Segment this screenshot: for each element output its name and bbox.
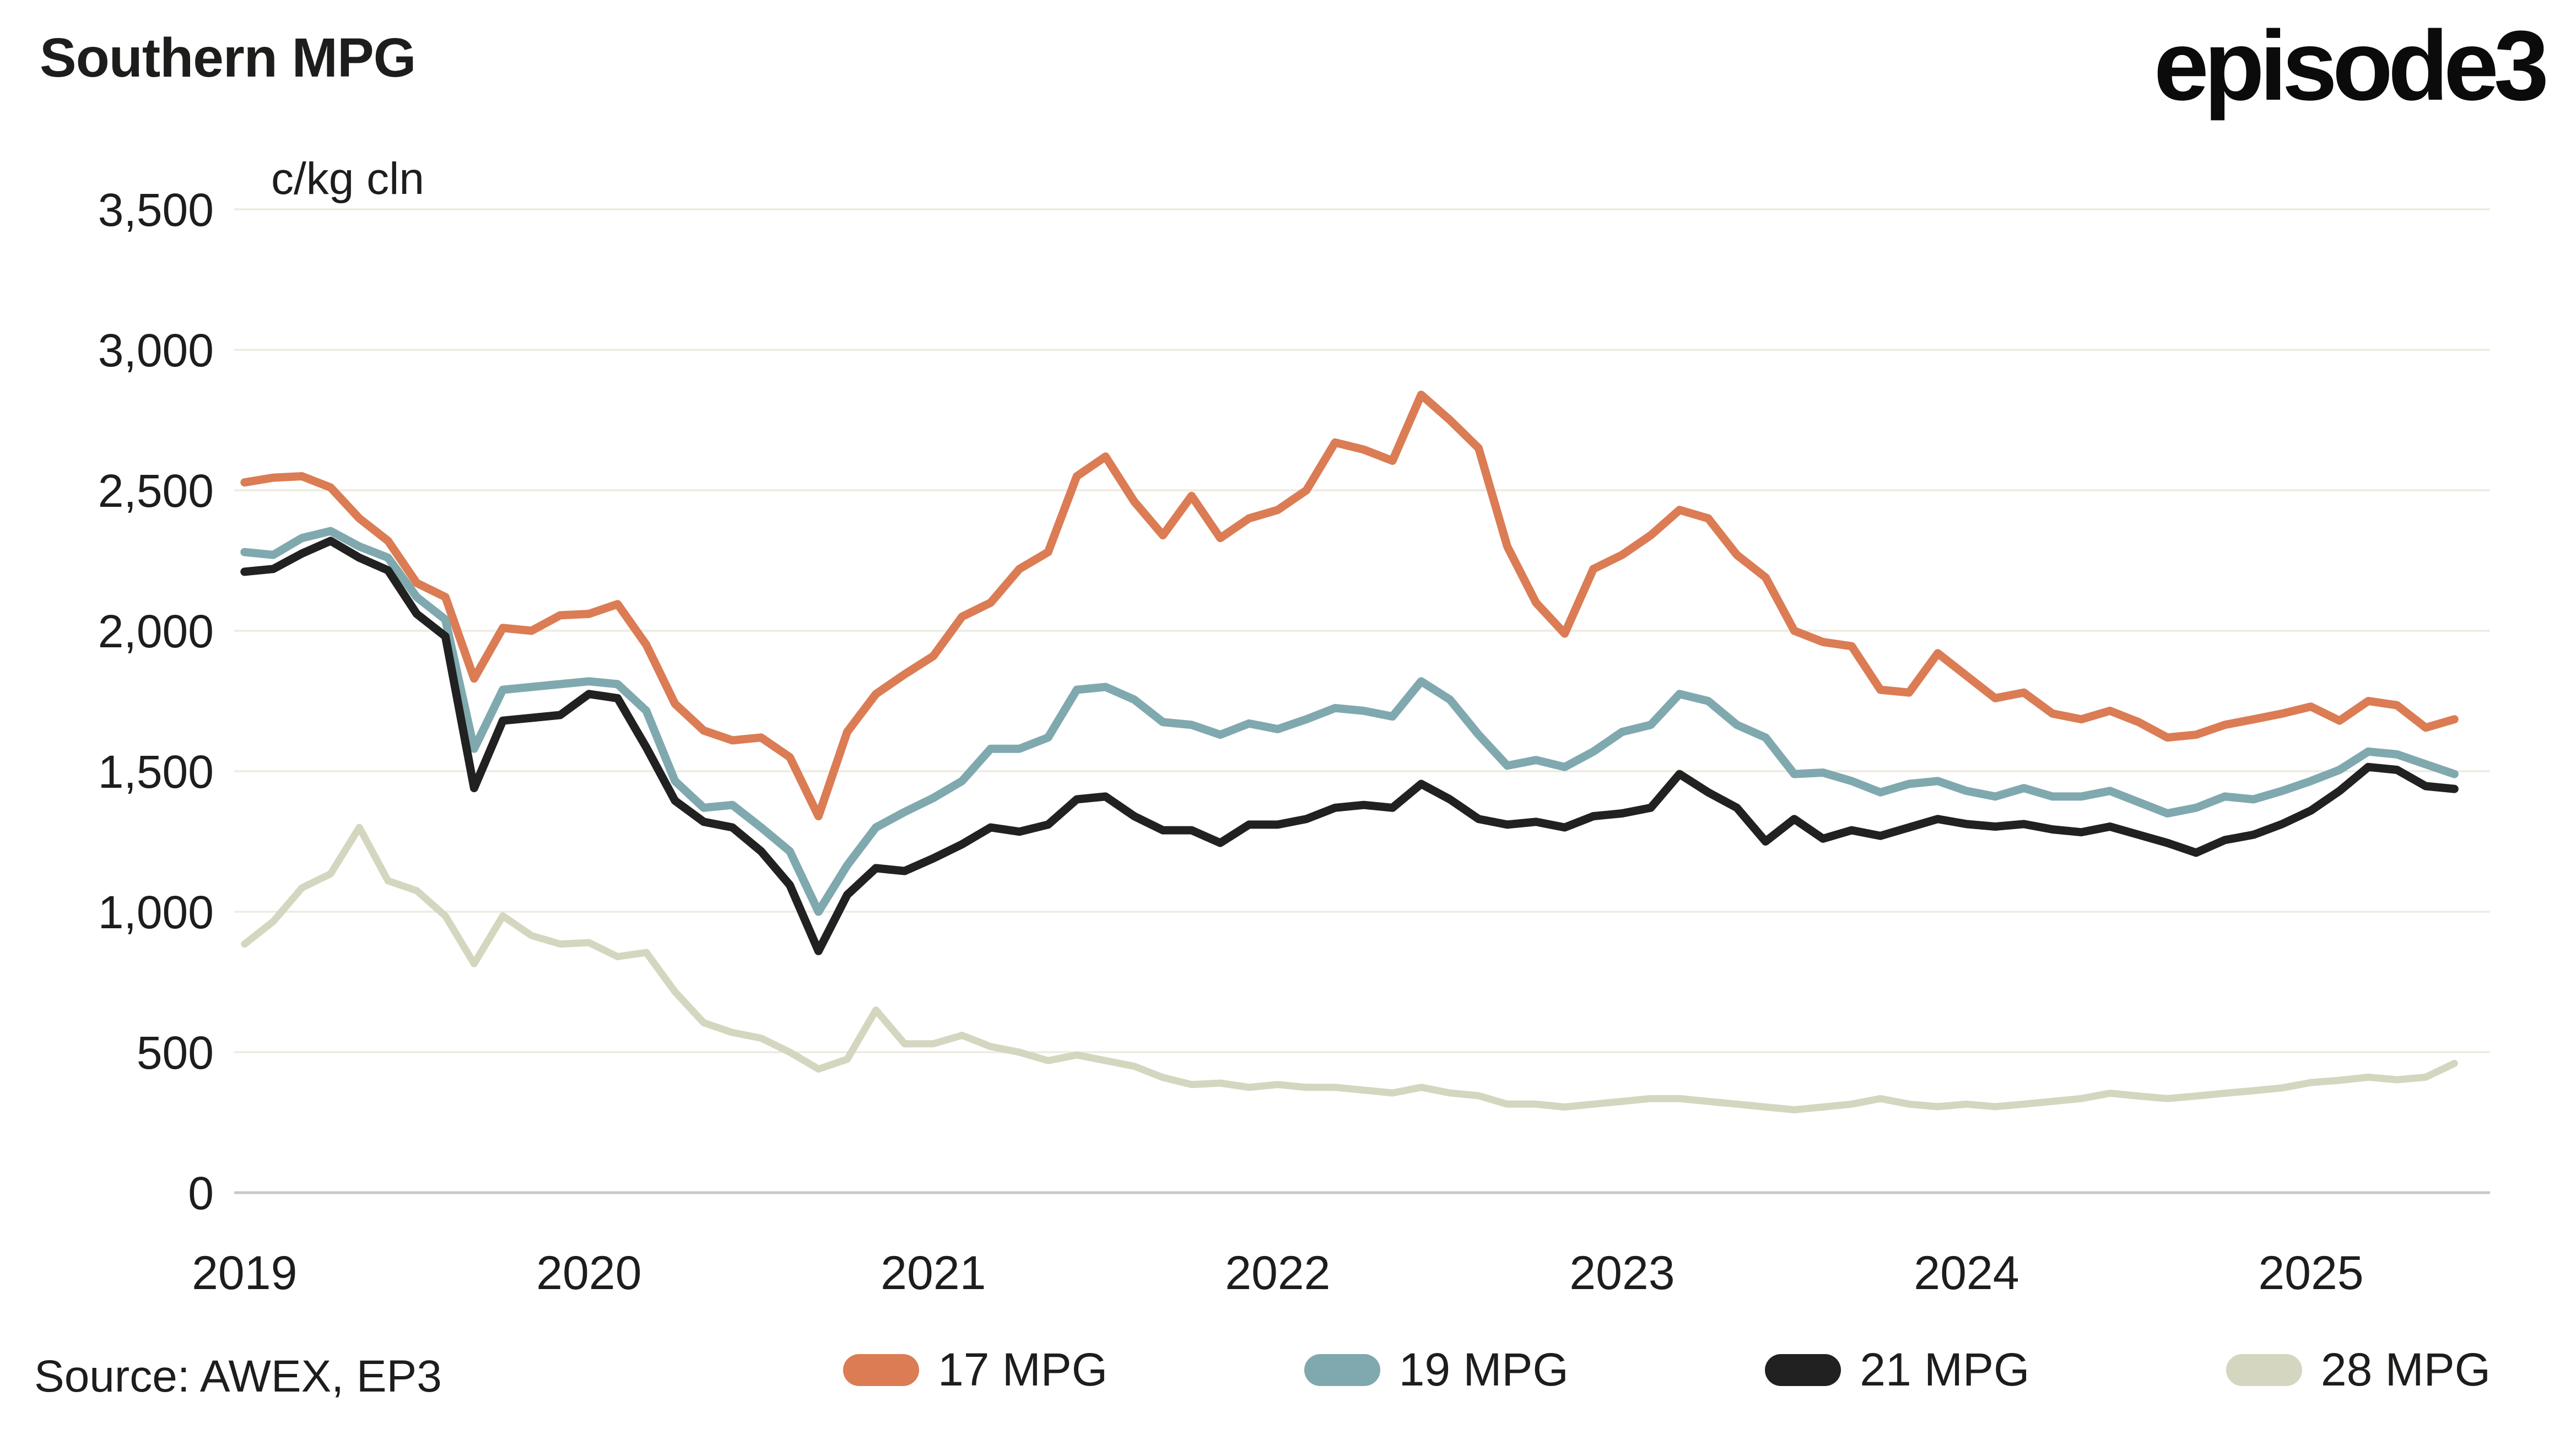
x-tick-2023: 2023 — [1569, 1247, 1675, 1300]
y-tick-0: 0 — [188, 1167, 214, 1219]
x-tick-2022: 2022 — [1225, 1247, 1330, 1300]
line-17mpg — [240, 391, 2459, 821]
x-axis-tick-labels: 2019 2020 2021 2022 2023 2024 2025 — [192, 1247, 2364, 1300]
legend-swatch-17mpg-icon — [843, 1354, 919, 1386]
gridlines — [234, 208, 2490, 1194]
line-19mpg — [240, 527, 2459, 916]
legend-label-28mpg: 28 MPG — [2320, 1344, 2491, 1395]
y-tick-2000: 2,000 — [98, 605, 214, 657]
y-axis-tick-labels: 0 500 1,000 1,500 2,000 2,500 3,000 3,500 — [98, 184, 214, 1219]
y-tick-2500: 2,500 — [98, 465, 214, 517]
legend-swatch-19mpg-icon — [1304, 1354, 1380, 1386]
legend-swatch-28mpg-icon — [2226, 1354, 2302, 1386]
x-tick-2021: 2021 — [881, 1247, 986, 1300]
x-tick-2024: 2024 — [1914, 1247, 2019, 1300]
legend-item-19mpg: 19 MPG — [1304, 1343, 1569, 1396]
line-21mpg — [240, 537, 2459, 955]
x-tick-2025: 2025 — [2258, 1247, 2363, 1300]
series-lines — [240, 391, 2459, 1113]
line-28mpg — [241, 824, 2458, 1113]
source-note: Source: AWEX, EP3 — [34, 1351, 442, 1401]
y-tick-1000: 1,000 — [98, 886, 214, 938]
legend-item-21mpg: 21 MPG — [1765, 1343, 2029, 1396]
y-tick-1500: 1,500 — [98, 746, 214, 798]
legend-item-28mpg: 28 MPG — [2226, 1343, 2491, 1396]
legend-label-21mpg: 21 MPG — [1860, 1344, 2030, 1395]
x-tick-2020: 2020 — [536, 1247, 641, 1300]
legend-item-17mpg: 17 MPG — [843, 1343, 1108, 1396]
y-axis-unit-label: c/kg cln — [271, 154, 424, 204]
legend-swatch-21mpg-icon — [1765, 1354, 1841, 1386]
episode3-logo: episode3 — [2153, 10, 2549, 121]
y-tick-500: 500 — [137, 1027, 214, 1079]
legend: 17 MPG 19 MPG 21 MPG 28 MPG — [843, 1343, 2491, 1396]
legend-label-19mpg: 19 MPG — [1398, 1344, 1569, 1395]
y-tick-3500: 3,500 — [98, 184, 214, 236]
legend-label-17mpg: 17 MPG — [938, 1344, 1108, 1395]
page-title: Southern MPG — [40, 27, 416, 89]
y-tick-3000: 3,000 — [98, 324, 214, 376]
x-tick-2019: 2019 — [192, 1247, 297, 1300]
